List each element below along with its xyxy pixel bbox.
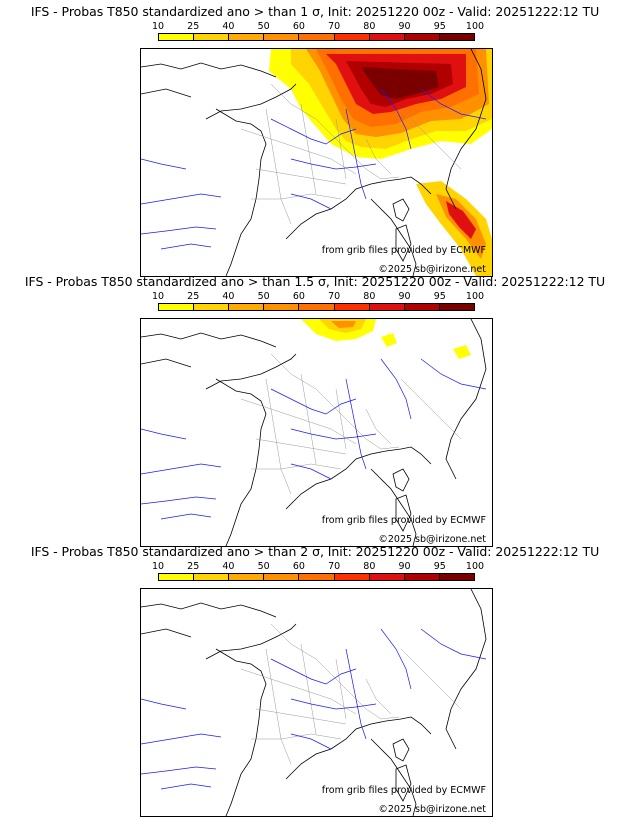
scale-tick-label: 90	[398, 21, 411, 32]
scale-tick-label: 70	[328, 291, 341, 302]
scale-swatch	[264, 574, 300, 580]
scale-swatch	[159, 304, 195, 310]
scale-tick-label: 80	[363, 21, 376, 32]
scale-tick-label: 95	[433, 21, 446, 32]
scale-tick-label: 60	[292, 561, 305, 572]
map-canvas	[141, 49, 492, 276]
probability-color-scale: 10 25 40 50 60 70 80 90 95 100	[152, 561, 484, 582]
coastlines	[141, 49, 487, 276]
scale-tick-label: 60	[292, 21, 305, 32]
scale-swatch	[229, 574, 265, 580]
scale-tick-label: 100	[465, 21, 485, 32]
map-frame: from grib files provided by ECMWF ©2025 …	[140, 588, 493, 817]
scale-swatch	[159, 34, 195, 40]
scale-swatch	[299, 34, 335, 40]
scale-tick-label: 40	[222, 561, 235, 572]
scale-bar	[158, 573, 475, 581]
borders	[240, 83, 462, 225]
scale-swatch	[439, 34, 474, 40]
data-source-credit: from grib files provided by ECMWF	[321, 785, 486, 796]
copyright-credit: ©2025 sb@irizone.net	[378, 534, 486, 545]
scale-tick-label: 80	[363, 561, 376, 572]
probability-field	[301, 319, 471, 359]
scale-swatch	[439, 304, 474, 310]
data-source-credit: from grib files provided by ECMWF	[321, 515, 486, 526]
scale-tick-label: 80	[363, 291, 376, 302]
panel-title: IFS - Probas T850 standardized ano > tha…	[30, 544, 600, 559]
scale-tick-labels: 10 25 40 50 60 70 80 90 95 100	[152, 21, 484, 32]
scale-tick-label: 10	[151, 21, 165, 32]
scale-tick-label: 50	[257, 291, 270, 302]
scale-swatch	[264, 304, 300, 310]
scale-tick-label: 25	[187, 21, 200, 32]
rivers	[141, 358, 487, 520]
panel-title: IFS - Probas T850 standardized ano > tha…	[30, 4, 600, 19]
scale-swatch	[369, 574, 405, 580]
scale-tick-label: 90	[398, 561, 411, 572]
data-source-credit: from grib files provided by ECMWF	[321, 245, 486, 256]
map-panel-1-sigma: IFS - Probas T850 standardized ano > tha…	[0, 0, 630, 277]
scale-tick-label: 25	[187, 561, 200, 572]
scale-tick-label: 10	[151, 291, 165, 302]
probability-color-scale: 10 25 40 50 60 70 80 90 95 100	[152, 21, 484, 42]
copyright-credit: ©2025 sb@irizone.net	[378, 804, 486, 815]
scale-swatch	[299, 574, 335, 580]
map-canvas	[141, 319, 487, 546]
map-panel-1-5-sigma: IFS - Probas T850 standardized ano > tha…	[0, 270, 630, 547]
scale-swatch	[264, 34, 300, 40]
scale-bar	[158, 303, 475, 311]
scale-tick-label: 50	[257, 21, 270, 32]
scale-bar	[158, 33, 475, 41]
scale-tick-label: 40	[222, 21, 235, 32]
map-canvas	[141, 589, 487, 816]
scale-swatch	[229, 34, 265, 40]
scale-tick-label: 100	[465, 291, 485, 302]
scale-swatch	[194, 304, 230, 310]
coastlines	[141, 319, 487, 546]
scale-tick-label: 70	[328, 21, 341, 32]
scale-tick-label: 100	[465, 561, 485, 572]
borders	[240, 623, 462, 765]
scale-tick-labels: 10 25 40 50 60 70 80 90 95 100	[152, 291, 484, 302]
scale-swatch	[194, 34, 230, 40]
scale-tick-label: 40	[222, 291, 235, 302]
map-panel-2-sigma: IFS - Probas T850 standardized ano > tha…	[0, 540, 630, 817]
scale-swatch	[369, 304, 405, 310]
scale-tick-label: 60	[292, 291, 305, 302]
map-frame: from grib files provided by ECMWF ©2025 …	[140, 48, 493, 277]
scale-tick-label: 70	[328, 561, 341, 572]
scale-swatch	[404, 34, 440, 40]
coastlines	[141, 589, 487, 816]
scale-tick-label: 50	[257, 561, 270, 572]
scale-swatch	[334, 304, 370, 310]
rivers	[141, 628, 487, 790]
scale-tick-label: 95	[433, 291, 446, 302]
probability-color-scale: 10 25 40 50 60 70 80 90 95 100	[152, 291, 484, 312]
copyright-credit: ©2025 sb@irizone.net	[378, 264, 486, 275]
scale-swatch	[159, 574, 195, 580]
scale-swatch	[334, 574, 370, 580]
map-frame: from grib files provided by ECMWF ©2025 …	[140, 318, 493, 547]
scale-tick-label: 90	[398, 291, 411, 302]
scale-swatch	[194, 574, 230, 580]
scale-swatch	[229, 304, 265, 310]
scale-tick-label: 25	[187, 291, 200, 302]
scale-swatch	[299, 304, 335, 310]
scale-tick-label: 95	[433, 561, 446, 572]
scale-swatch	[439, 574, 474, 580]
borders	[240, 353, 462, 495]
scale-swatch	[404, 304, 440, 310]
scale-tick-label: 10	[151, 561, 165, 572]
scale-swatch	[369, 34, 405, 40]
rivers	[141, 88, 487, 250]
scale-swatch	[334, 34, 370, 40]
scale-swatch	[404, 574, 440, 580]
panel-title: IFS - Probas T850 standardized ano > tha…	[24, 274, 606, 289]
scale-tick-labels: 10 25 40 50 60 70 80 90 95 100	[152, 561, 484, 572]
probability-field	[269, 49, 492, 276]
